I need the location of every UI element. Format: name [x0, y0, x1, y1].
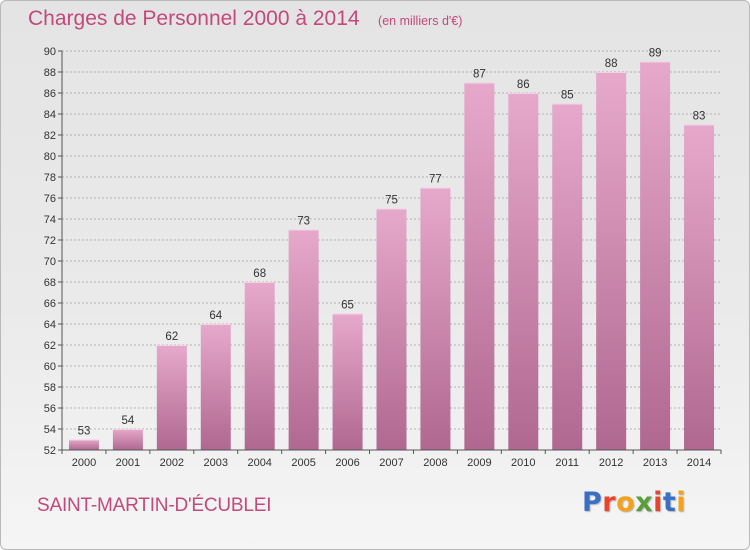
bar-2012: [596, 72, 627, 450]
data-label-2004: 68: [253, 268, 266, 280]
y-tick-label: 86: [44, 88, 56, 100]
x-tick-label-2005: 2005: [291, 457, 315, 469]
y-tick-label: 72: [44, 235, 56, 247]
x-tick-label-2003: 2003: [204, 457, 228, 469]
logo-letter: P: [582, 487, 603, 518]
x-tick-label-2009: 2009: [467, 457, 491, 469]
x-tick-label-2004: 2004: [247, 457, 271, 469]
y-tick-label: 80: [44, 151, 56, 163]
data-labels: 53 54 62 64 68 73 65 75 77 87 86 85 88 89 83: [78, 48, 706, 438]
data-label-2010: 86: [517, 79, 530, 91]
bar-2011: [552, 103, 583, 450]
x-tick-label-2002: 2002: [160, 457, 184, 469]
data-label-2009: 87: [473, 69, 486, 81]
y-tick-label: 84: [44, 109, 56, 121]
bar-2005: [288, 229, 319, 450]
logo-letter: r: [602, 487, 617, 518]
y-tick-label: 88: [44, 67, 56, 79]
bar-2014: [684, 124, 715, 450]
bar-2001: [112, 429, 143, 450]
data-label-2008: 77: [429, 174, 442, 186]
x-tick-label-2012: 2012: [599, 457, 623, 469]
y-tick-label: 54: [44, 424, 56, 436]
x-tick-label-2013: 2013: [643, 457, 667, 469]
x-tick-label-2007: 2007: [379, 457, 403, 469]
y-tick-label: 82: [44, 130, 56, 142]
bars: [68, 61, 715, 450]
axes: 52 54 56 58 60 62 64 66 68 70 72 74 76 78 80 82 84 86 88 90…: [44, 46, 722, 469]
y-tick-label: 78: [44, 172, 56, 184]
x-tick-label-2006: 2006: [335, 457, 359, 469]
data-label-2012: 88: [605, 58, 618, 70]
logo-letter: x: [635, 487, 654, 518]
y-tick-label: 58: [44, 382, 56, 394]
x-tick-label-2011: 2011: [555, 457, 579, 469]
proxiti-logo: Proxiti: [582, 487, 686, 518]
data-label-2002: 62: [165, 331, 178, 343]
commune-name: SAINT-MARTIN-D'ÉCUBLEI: [37, 495, 272, 516]
bar-2002: [156, 345, 187, 450]
y-tick-label: 64: [44, 319, 56, 331]
y-tick-label: 74: [44, 214, 56, 226]
bar-2006: [332, 313, 363, 450]
data-label-2001: 54: [122, 415, 135, 427]
y-tick-label: 68: [44, 277, 56, 289]
chart-title: Charges de Personnel 2000 à 2014: [28, 7, 360, 30]
logo-letter: o: [616, 487, 636, 518]
chart-header: Charges de Personnel 2000 à 2014 (en mil…: [28, 7, 462, 31]
data-label-2011: 85: [561, 90, 574, 102]
y-tick-label: 90: [44, 46, 56, 58]
data-label-2013: 89: [649, 48, 662, 60]
x-tick-label-2010: 2010: [511, 457, 535, 469]
y-tick-label: 76: [44, 193, 56, 205]
logo-letter: t: [662, 487, 677, 518]
data-label-2005: 73: [297, 216, 310, 228]
y-tick-label: 66: [44, 298, 56, 310]
y-tick-label: 56: [44, 403, 56, 415]
data-label-2014: 83: [693, 111, 706, 123]
data-label-2007: 75: [385, 195, 398, 207]
bar-2000: [68, 439, 99, 450]
x-tick-label-2001: 2001: [116, 457, 140, 469]
x-tick-label-2000: 2000: [72, 457, 96, 469]
bar-2004: [244, 282, 275, 450]
logo-letter: i: [676, 487, 687, 518]
y-tick-label: 62: [44, 340, 56, 352]
x-tick-label-2008: 2008: [423, 457, 447, 469]
data-label-2003: 64: [209, 310, 222, 322]
chart-subtitle: (en milliers d'€): [378, 14, 463, 28]
bar-2003: [200, 324, 231, 450]
data-label-2006: 65: [341, 300, 354, 312]
y-tick-label: 52: [44, 445, 56, 457]
bar-2008: [420, 187, 451, 450]
y-tick-label: 60: [44, 361, 56, 373]
bar-2013: [640, 61, 671, 450]
bar-2010: [508, 93, 539, 450]
y-tick-label: 70: [44, 256, 56, 268]
bar-2007: [376, 208, 407, 450]
logo-letter: i: [653, 487, 663, 518]
data-label-2000: 53: [78, 426, 91, 438]
bar-2009: [464, 82, 495, 450]
x-tick-label-2014: 2014: [687, 457, 711, 469]
